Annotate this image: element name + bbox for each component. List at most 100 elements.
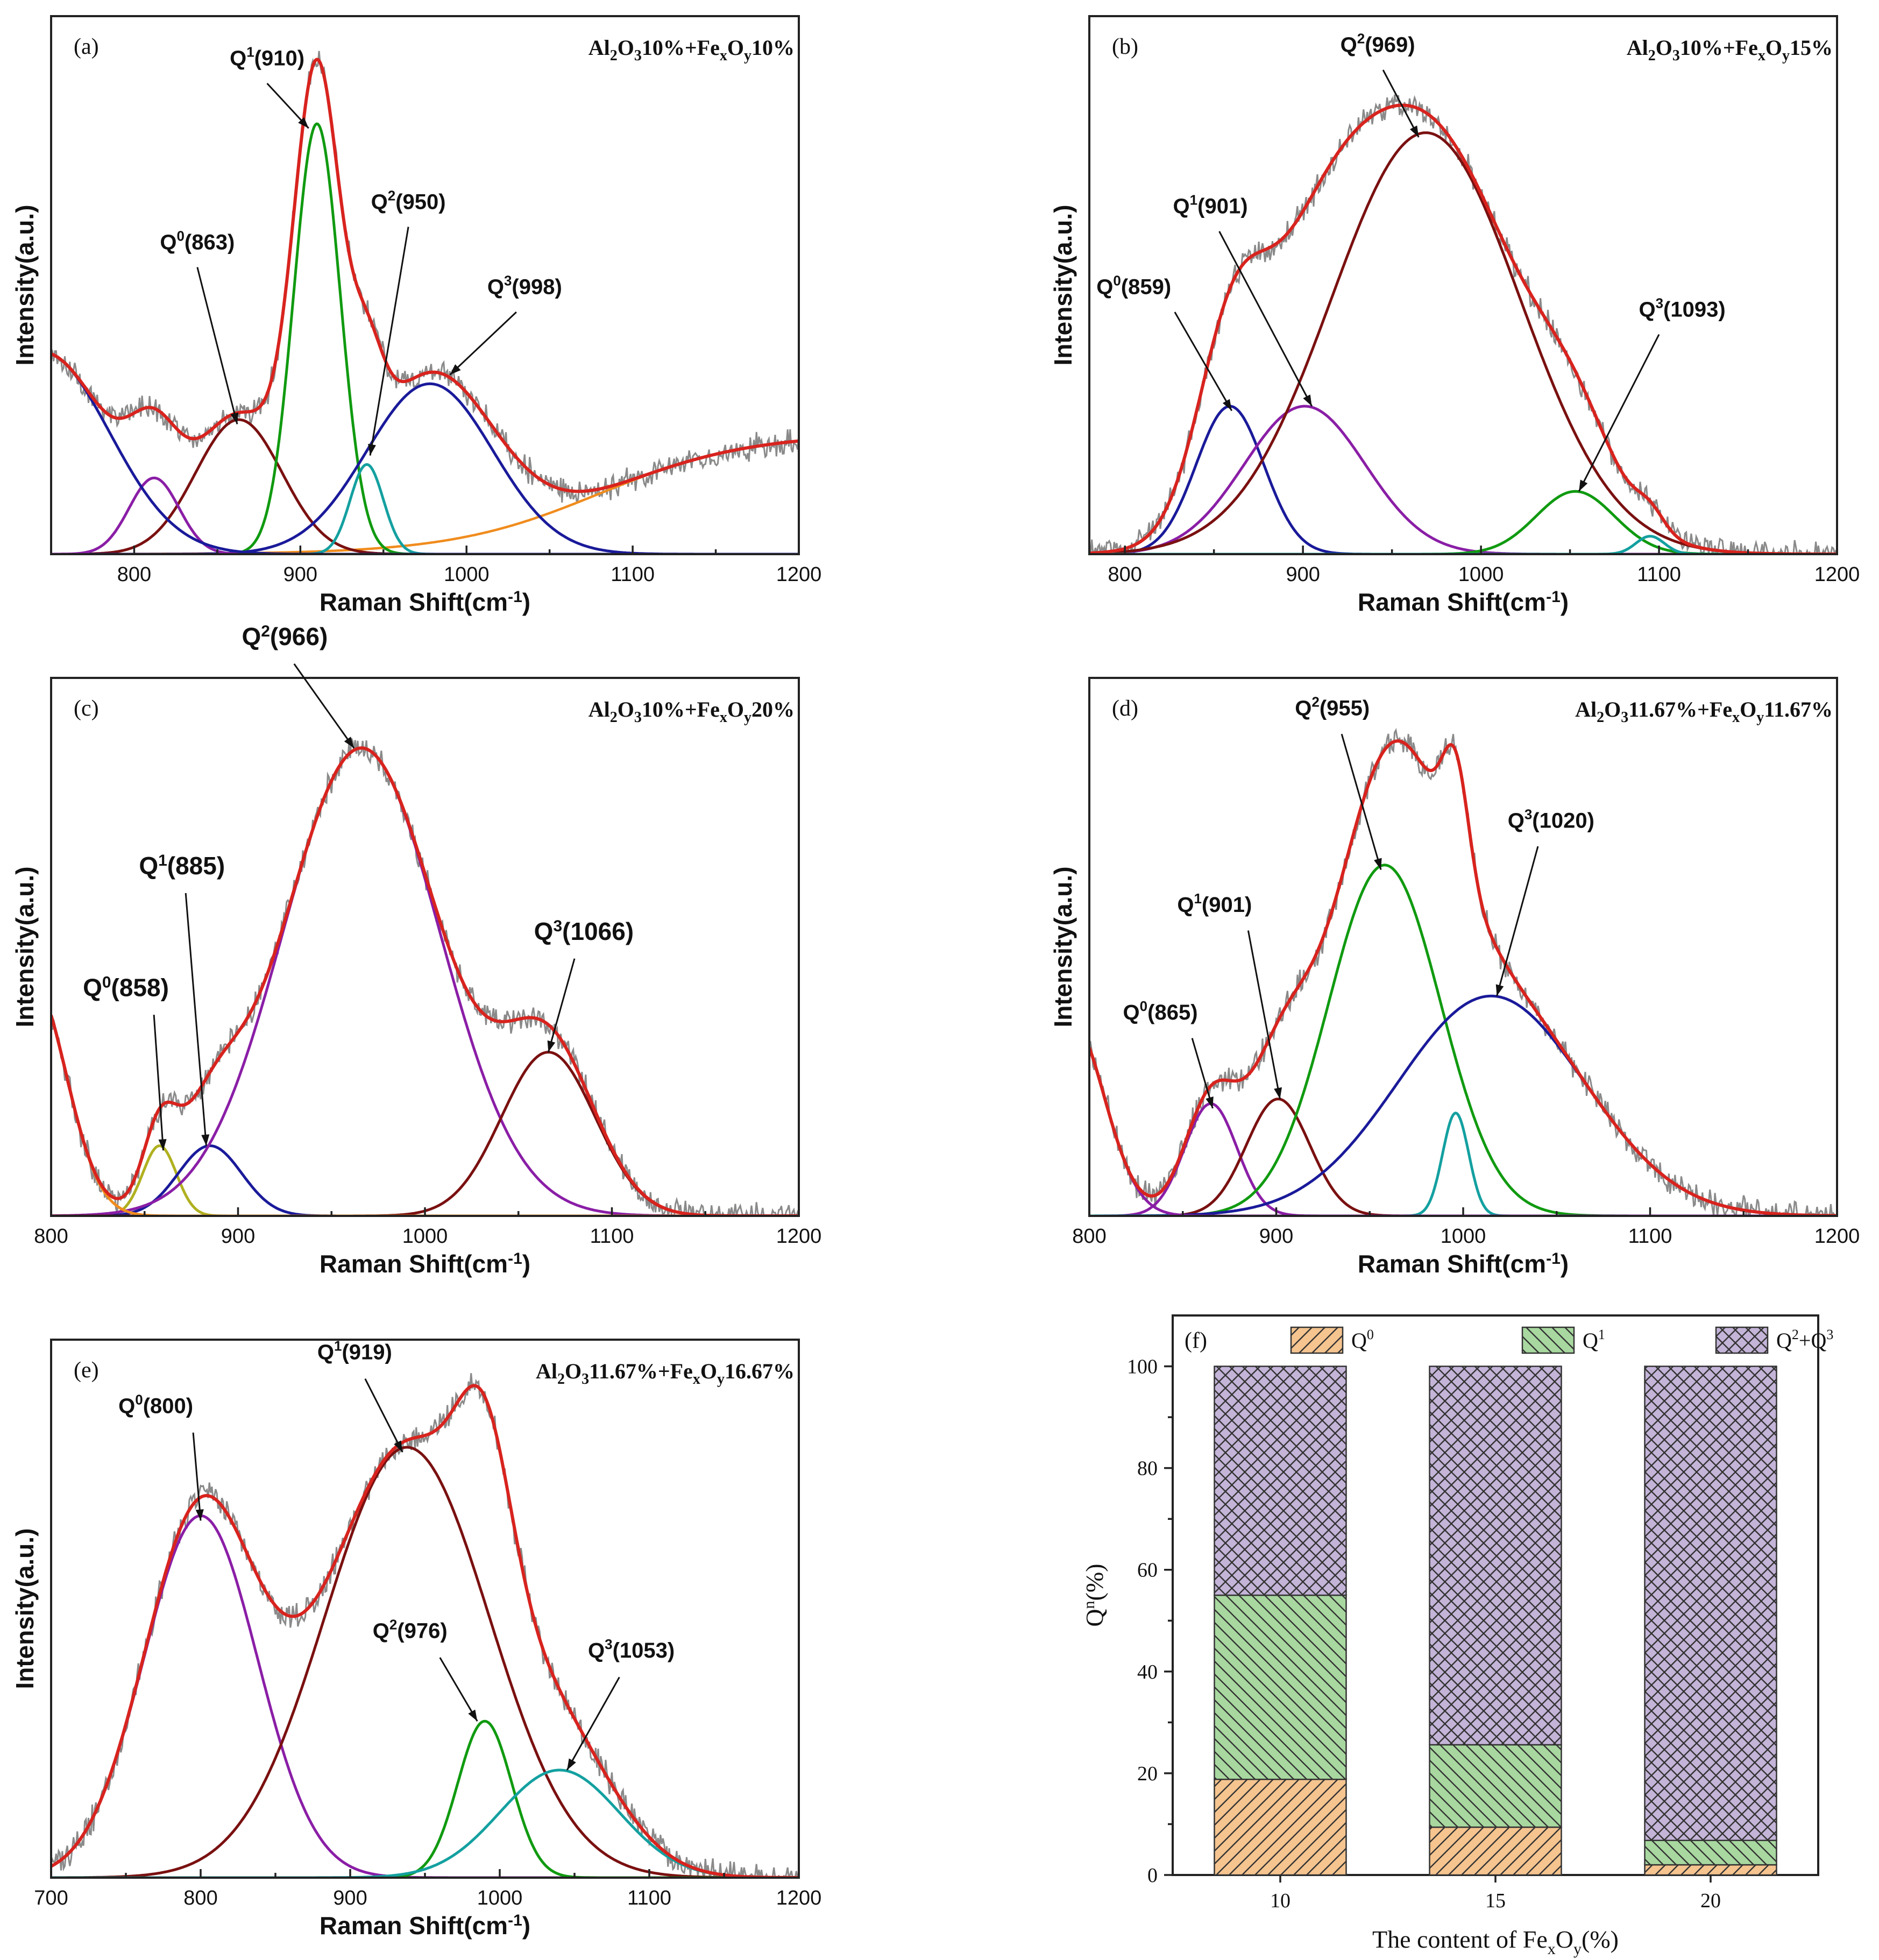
plot-frame-c (50, 677, 800, 1217)
chart-a: 800 900 1000 1100 1200 Raman Shift(cm-1) Inten… (11, 15, 821, 616)
plot-area-b (1089, 94, 1837, 554)
bar-f-10-q2 (1214, 1365, 1347, 1596)
peak-label-d-q3: Q3(1020) (1508, 806, 1594, 832)
peak-arrow-c-0 (153, 1014, 164, 1151)
x-axis-label-a: Raman Shift(cm-1) (320, 588, 530, 616)
x-tick-label-d-800: 800 (1072, 1225, 1106, 1248)
x-tick-label-e-800: 800 (183, 1887, 217, 1909)
y-axis-label-d: Intensity(a.u.) (1049, 866, 1077, 1027)
x-tick-label-a-800: 800 (117, 563, 151, 586)
panel-b: 800 900 1000 1100 1200 Raman Shift(cm-1) Inten… (1038, 0, 1860, 635)
peak-curve-a-q2 (51, 463, 799, 554)
panel-label-e: (e) (74, 1358, 99, 1383)
composition-label-a: Al2O310%+FexOy10% (588, 36, 795, 64)
peak-label-a-q3: Q3(998) (487, 273, 562, 299)
peak-arrowhead-d-3 (1495, 984, 1504, 996)
x-tick-label-b-1200: 1200 (1814, 563, 1860, 586)
chart-d: 800 900 1000 1100 1200 Raman Shift(cm-1) Inten… (1049, 677, 1860, 1278)
peak-arrowhead-e-1 (394, 1440, 403, 1453)
peak-label-e-q0: Q0(800) (118, 1391, 193, 1418)
peak-curve-a-extra-5 (51, 352, 799, 554)
plot-frame-b (1088, 15, 1838, 555)
x-tick-label-e-700: 700 (34, 1887, 68, 1909)
plot-area-a (51, 51, 799, 554)
chart-b: 800 900 1000 1100 1200 Raman Shift(cm-1) Inten… (1049, 15, 1860, 616)
peak-curve-d-q0 (1089, 1102, 1837, 1216)
raw-spectrum-d (1089, 728, 1837, 1216)
peak-arrowhead-e-0 (195, 1509, 204, 1521)
peak-arrowhead-c-1 (201, 1134, 210, 1146)
peak-curve-d-q3 (1089, 994, 1837, 1216)
peak-label-e-q1: Q1(919) (317, 1338, 392, 1364)
peak-curve-c-q1 (51, 1144, 799, 1216)
panel-label-a: (a) (74, 34, 99, 59)
peak-arrowhead-a-0 (230, 412, 239, 424)
peak-curve-a-q3 (51, 382, 799, 554)
peak-arrow-e-1 (364, 1378, 403, 1453)
composition-label-d: Al2O311.67%+FexOy11.67% (1575, 697, 1833, 726)
peak-arrowhead-b-2 (1409, 125, 1419, 137)
peak-curve-e-q3 (51, 1768, 799, 1878)
peak-arrowhead-a-3 (450, 364, 461, 375)
peak-label-c-q2: Q2(966) (242, 622, 328, 650)
peak-curve-a-q1 (51, 122, 799, 554)
peak-curve-a-q0 (51, 418, 799, 554)
x-axis-label-f: The content of FexOy(%) (1372, 1926, 1619, 1958)
peak-arrow-d-3 (1496, 846, 1539, 996)
x-axis-label-b: Raman Shift(cm-1) (1358, 588, 1569, 616)
legend-label-q2: Q2+Q3 (1776, 1327, 1833, 1353)
peak-arrowhead-e-3 (567, 1758, 576, 1770)
x-tick-label-c-1200: 1200 (776, 1225, 822, 1248)
peak-label-d-q2: Q2(955) (1295, 694, 1370, 720)
panel-label-d: (d) (1112, 696, 1138, 721)
chart-e: 700 800 900 1000 1100 1200 Raman Shift(cm-1) In… (11, 1338, 821, 1940)
peak-arrow-e-0 (192, 1432, 202, 1521)
chart-f: 0 20 40 60 80 100 10 15 20 (f) Q0 Q1 Q2+Q3 The conten… (1080, 1314, 1833, 1958)
peak-label-b-q2: Q2(969) (1341, 31, 1415, 57)
y-tick-label-f-80: 80 (1137, 1457, 1158, 1480)
peak-arrowhead-b-3 (1579, 479, 1588, 492)
x-tick-label-b-800: 800 (1108, 563, 1141, 586)
panel-d: 800 900 1000 1100 1200 Raman Shift(cm-1) Inten… (1038, 662, 1860, 1297)
peak-label-a-q2: Q2(950) (371, 187, 446, 214)
x-tick-label-b-1000: 1000 (1458, 563, 1504, 586)
peak-arrow-b-0 (1174, 312, 1233, 412)
x-tick-label-d-1000: 1000 (1441, 1225, 1486, 1248)
legend-swatch-q0 (1290, 1326, 1344, 1354)
panel-label-b: (b) (1112, 34, 1138, 59)
panel-e: 700 800 900 1000 1100 1200 Raman Shift(cm-1) In… (0, 1324, 821, 1958)
y-axis-label-f: Qn(%) (1080, 1563, 1108, 1626)
peak-curve-a-extra-4 (51, 476, 799, 554)
peak-curve-d-q2 (1089, 864, 1837, 1216)
bar-f-20-q0 (1644, 1864, 1777, 1876)
peak-label-a-q1: Q1(910) (230, 44, 304, 70)
y-tick-label-f-20: 20 (1137, 1763, 1158, 1785)
plot-frame-d (1088, 677, 1838, 1217)
peak-curve-c-q0 (51, 1144, 799, 1216)
x-tick-label-f-20: 20 (1700, 1890, 1721, 1912)
bar-f-20-q2 (1644, 1365, 1777, 1841)
y-tick-label-f-60: 60 (1137, 1559, 1158, 1582)
peak-label-b-q3: Q3(1093) (1639, 295, 1725, 321)
x-tick-label-a-900: 900 (283, 563, 317, 586)
peak-arrowhead-b-0 (1222, 399, 1232, 411)
y-axis-label-e: Intensity(a.u.) (11, 1528, 39, 1689)
peak-arrow-c-1 (185, 893, 207, 1146)
x-tick-label-b-1100: 1100 (1637, 563, 1681, 586)
peak-arrow-d-2 (1341, 733, 1382, 870)
bar-f-15-q2 (1429, 1365, 1562, 1746)
x-tick-label-a-1000: 1000 (444, 563, 490, 586)
x-tick-label-d-1100: 1100 (1628, 1225, 1672, 1248)
panel-c: 800 900 1000 1100 1200 Raman Shift(cm-1) Inten… (0, 622, 821, 1297)
composition-label-c: Al2O310%+FexOy20% (588, 697, 795, 726)
peak-label-e-q3: Q3(1053) (588, 1636, 675, 1662)
peak-arrowhead-c-3 (547, 1040, 556, 1052)
legend-swatch-q2 (1715, 1326, 1769, 1354)
x-tick-label-c-1000: 1000 (402, 1225, 448, 1248)
peak-curve-b-q0 (1089, 405, 1837, 554)
y-tick-label-f-40: 40 (1137, 1661, 1158, 1683)
plot-frame-e (50, 1339, 800, 1879)
y-axis-label-a: Intensity(a.u.) (11, 204, 39, 365)
peak-arrowhead-d-1 (1274, 1087, 1282, 1099)
y-tick-label-f-100: 100 (1127, 1356, 1158, 1378)
